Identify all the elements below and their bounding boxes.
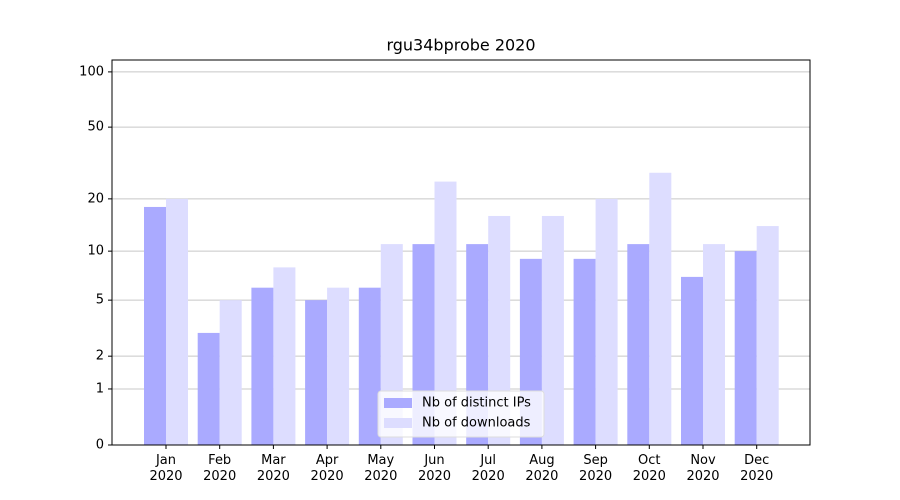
bar: [703, 244, 725, 445]
x-tick-label: Apr 2020: [310, 453, 344, 484]
bar: [649, 172, 672, 445]
bar: [251, 287, 274, 445]
bar: [734, 251, 757, 445]
x-tick-label: Aug 2020: [525, 453, 559, 484]
legend-label: Nb of downloads: [422, 416, 531, 431]
y-tick-label: 10: [87, 244, 104, 259]
y-tick-label: 2: [96, 349, 104, 364]
bar: [434, 181, 457, 445]
x-tick-label: Jan 2020: [149, 453, 183, 484]
x-tick-label: Nov 2020: [686, 453, 720, 484]
bar: [166, 198, 188, 445]
bar: [327, 287, 350, 445]
bar: [197, 332, 220, 445]
bar: [681, 276, 703, 445]
y-tick-label: 0: [96, 438, 104, 453]
bar: [756, 226, 779, 445]
y-tick-label: 20: [87, 191, 104, 206]
y-tick-label: 5: [96, 293, 104, 308]
bar: [541, 215, 564, 445]
plot-frame: [111, 59, 811, 446]
x-tick-label: Dec 2020: [740, 453, 774, 484]
x-tick-label: May 2020: [364, 453, 398, 484]
x-tick-label: Sep 2020: [579, 453, 613, 484]
bar: [573, 258, 596, 445]
y-tick-label: 50: [87, 120, 104, 135]
legend-swatch: [384, 418, 412, 428]
x-tick-label: Mar 2020: [256, 453, 290, 484]
bar: [219, 300, 242, 445]
bar: [273, 267, 296, 445]
bar: [358, 287, 381, 445]
legend-swatch: [384, 398, 412, 408]
y-tick-label: 100: [79, 64, 104, 79]
x-tick-label: Feb 2020: [203, 453, 237, 484]
legend-label: Nb of distinct IPs: [422, 396, 531, 411]
bar: [595, 198, 618, 445]
x-tick-label: Jun 2020: [417, 453, 452, 484]
x-tick-label: Jul 2020: [471, 453, 505, 484]
chart-title: rgu34bprobe 2020: [386, 36, 535, 55]
bar: [627, 244, 650, 445]
bar: [488, 215, 511, 445]
bar: [144, 206, 166, 445]
y-tick-label: 1: [96, 381, 104, 396]
legend-box: [377, 390, 545, 438]
bar: [305, 300, 328, 445]
x-tick-label: Oct 2020: [632, 453, 666, 484]
